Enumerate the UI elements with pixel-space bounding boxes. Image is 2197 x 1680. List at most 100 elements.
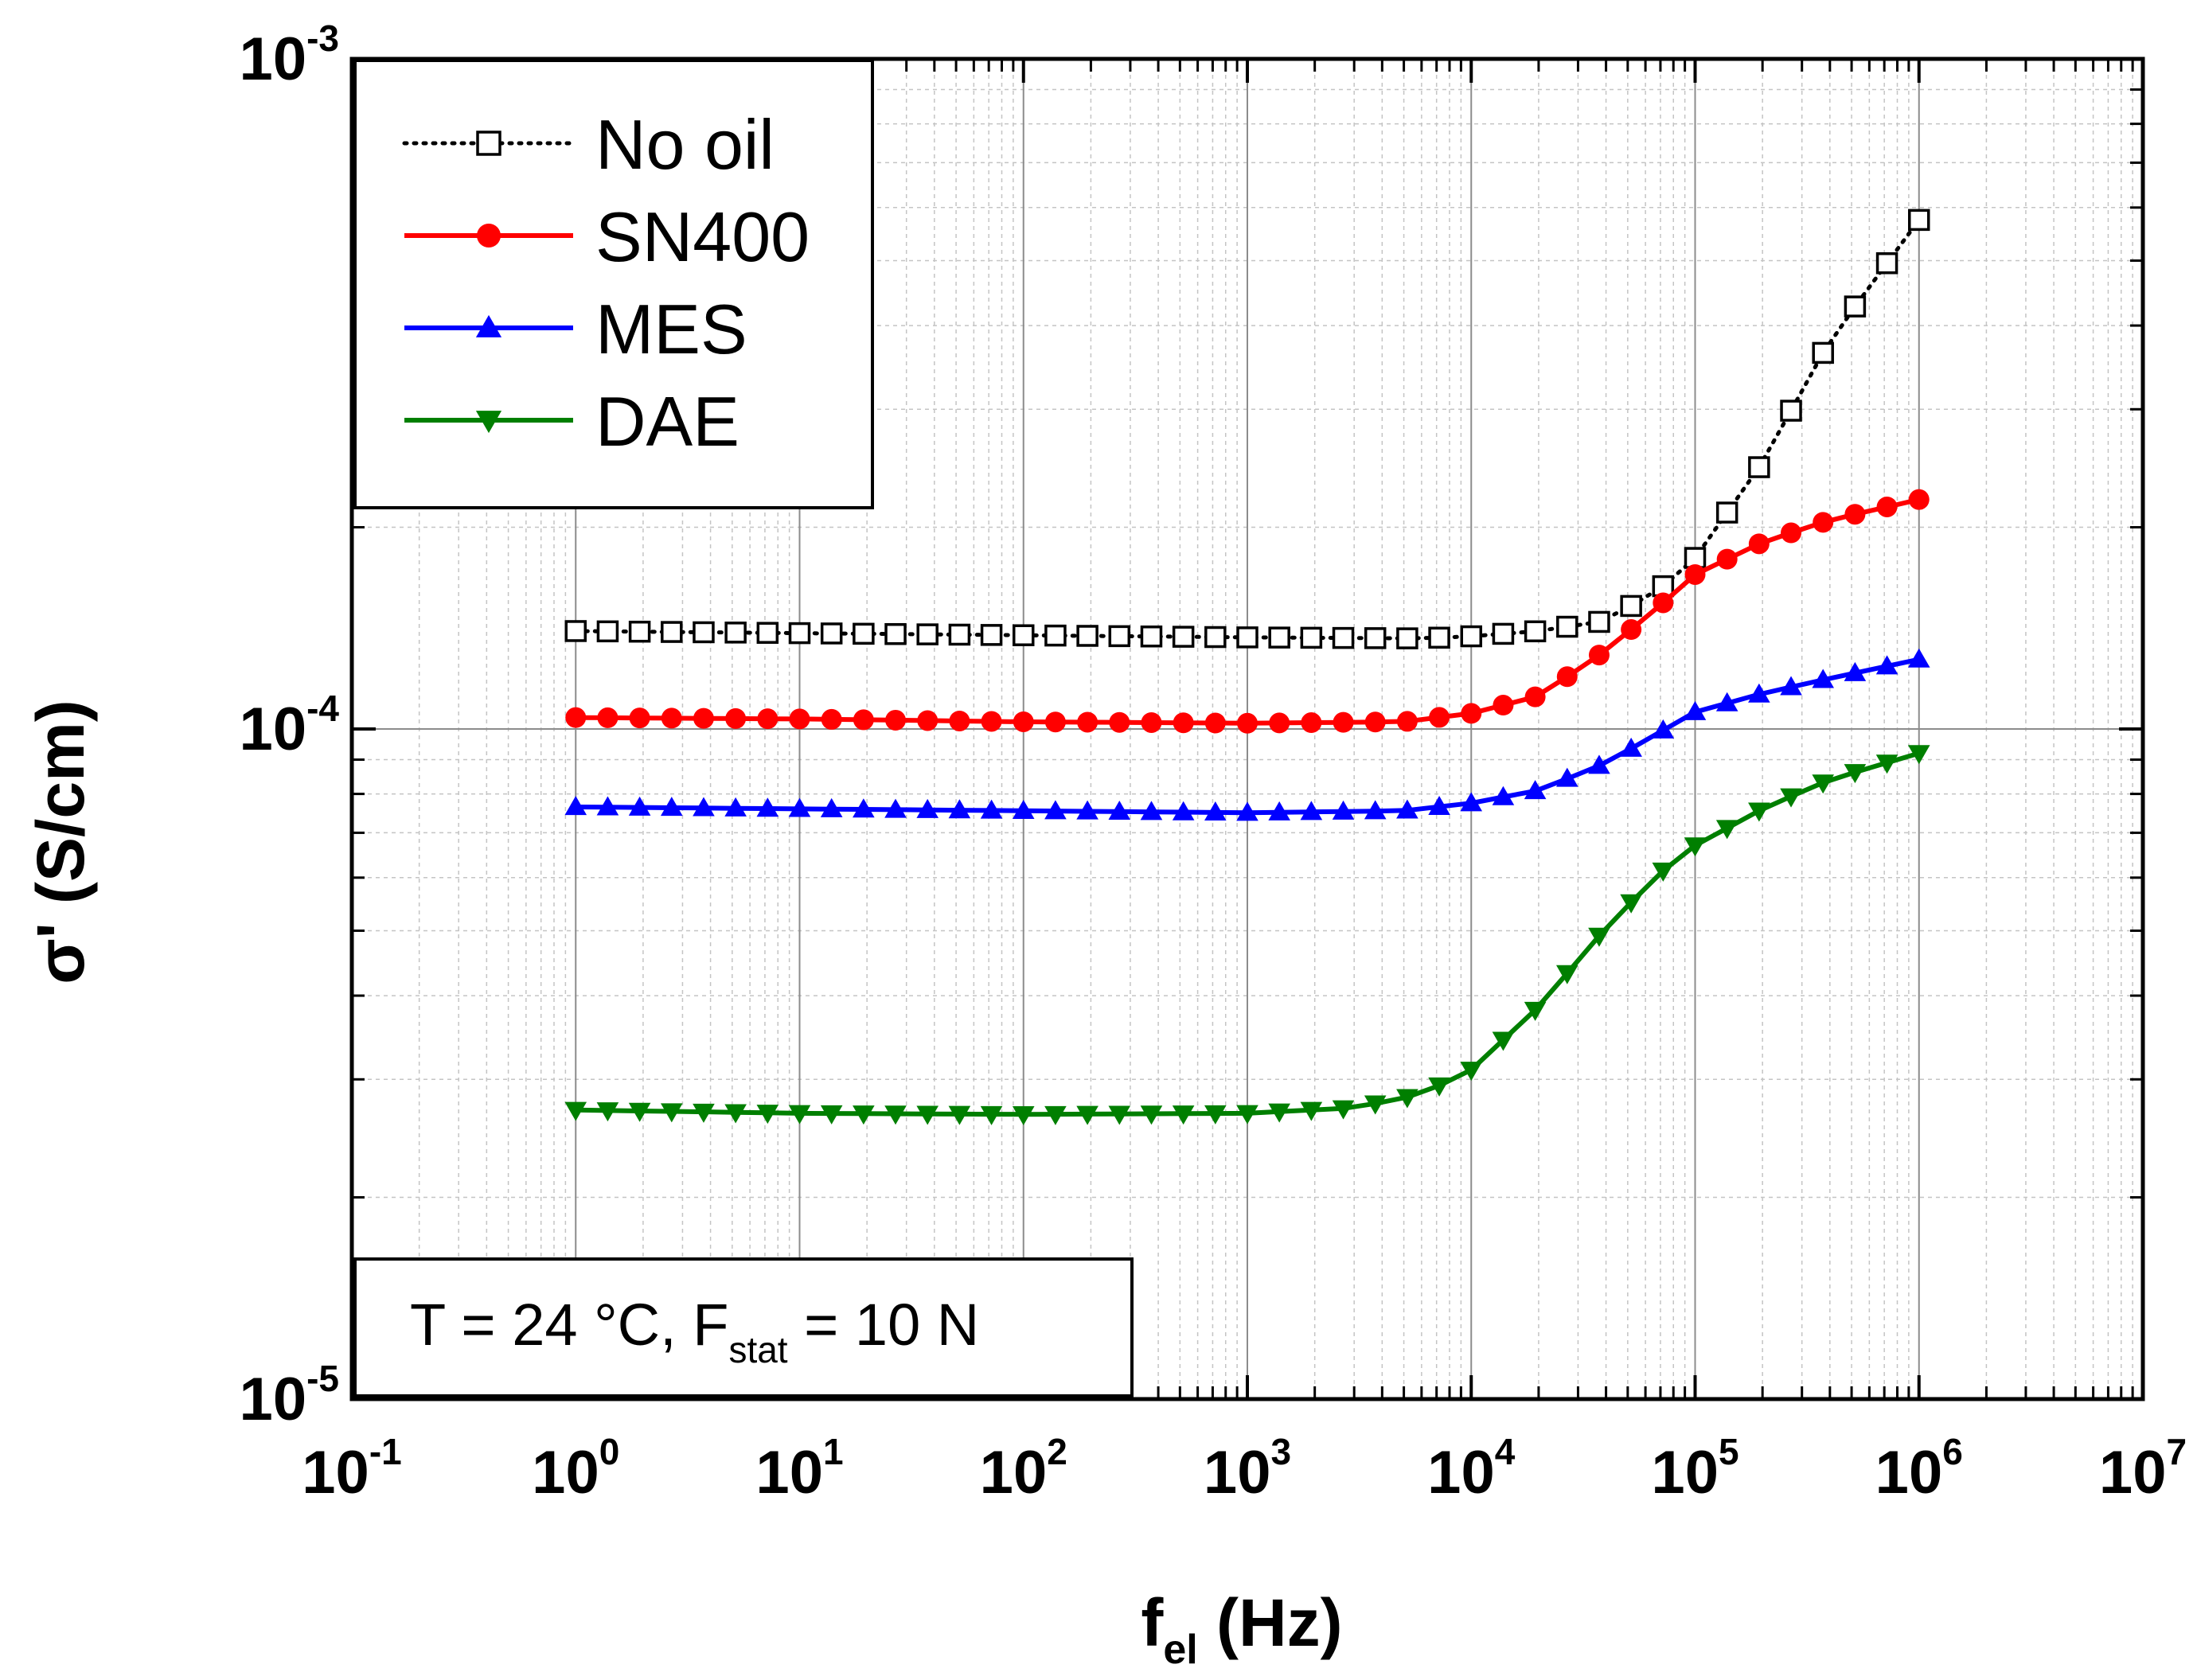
data-point-no-oil xyxy=(1332,626,1355,649)
x-tick-label: 101 xyxy=(755,1431,843,1507)
x-axis-title: fel (Hz) xyxy=(1141,1585,1342,1673)
legend-label-no-oil: No oil xyxy=(595,105,775,184)
x-tick-label: 100 xyxy=(532,1431,619,1507)
legend-marker-dae xyxy=(475,411,502,434)
data-point-mes xyxy=(1204,801,1227,821)
x-tick-exponent: 2 xyxy=(1047,1431,1067,1472)
data-point-dae xyxy=(628,1102,651,1122)
y-tick-label: 10-4 xyxy=(240,688,340,763)
data-point-mes xyxy=(884,798,907,818)
data-point-mes xyxy=(1140,801,1163,821)
data-point-no-oil xyxy=(1875,251,1898,275)
data-point-sn400 xyxy=(1621,619,1642,641)
data-point-dae xyxy=(1332,1100,1355,1120)
data-point-dae xyxy=(660,1103,683,1123)
data-point-sn400 xyxy=(565,707,587,728)
data-point-dae xyxy=(564,1101,587,1121)
series-sn400 xyxy=(565,489,1930,734)
data-point-dae xyxy=(1875,754,1898,774)
data-point-sn400 xyxy=(1748,533,1770,555)
data-point-sn400 xyxy=(1876,496,1898,517)
data-point-mes xyxy=(1684,700,1707,720)
data-point-dae xyxy=(1524,1001,1547,1021)
data-point-sn400 xyxy=(853,709,874,731)
data-point-no-oil xyxy=(1556,615,1578,638)
x-tick-exponent: 7 xyxy=(2166,1431,2187,1472)
data-point-mes xyxy=(948,799,971,819)
data-point-sn400 xyxy=(1364,711,1386,733)
data-point-sn400 xyxy=(1684,563,1706,585)
legend-item-mes: MES xyxy=(404,290,747,368)
data-point-sn400 xyxy=(1813,512,1834,533)
data-point-no-oil xyxy=(724,622,747,644)
data-point-sn400 xyxy=(1908,489,1930,510)
y-tick-labels: 10-510-410-3 xyxy=(240,18,340,1433)
data-point-no-oil xyxy=(1172,626,1195,648)
legend-marker-mes xyxy=(475,314,502,337)
data-point-no-oil xyxy=(1364,627,1387,649)
data-point-mes xyxy=(596,796,619,816)
data-point-mes xyxy=(788,797,811,817)
data-point-no-oil xyxy=(1140,625,1163,648)
data-point-sn400 xyxy=(1141,711,1162,733)
data-point-dae xyxy=(1812,774,1835,794)
data-point-sn400 xyxy=(597,707,619,728)
data-point-sn400 xyxy=(629,707,650,729)
x-tick-exponent: 1 xyxy=(823,1431,844,1472)
y-tick-label: 10-3 xyxy=(240,18,339,93)
data-point-mes xyxy=(1300,801,1323,821)
data-point-dae xyxy=(884,1105,907,1125)
data-point-dae xyxy=(596,1102,619,1122)
data-point-no-oil xyxy=(1236,626,1258,649)
data-point-dae xyxy=(1492,1031,1515,1051)
data-point-sn400 xyxy=(1429,707,1450,728)
x-tick-base: 10 xyxy=(980,1439,1048,1507)
data-point-no-oil xyxy=(884,622,907,645)
data-point-no-oil xyxy=(1715,501,1738,524)
legend-label-dae: DAE xyxy=(595,382,739,461)
x-tick-label: 107 xyxy=(2099,1431,2187,1507)
data-point-sn400 xyxy=(757,708,779,730)
data-point-mes xyxy=(724,797,747,817)
legend: No oil SN400 MES DAE xyxy=(353,59,874,509)
data-point-sn400 xyxy=(981,711,1002,732)
x-tick-base: 10 xyxy=(1204,1439,1271,1507)
data-point-no-oil xyxy=(1844,295,1867,318)
data-point-no-oil xyxy=(1300,626,1323,649)
data-point-dae xyxy=(853,1105,875,1125)
x-tick-label: 102 xyxy=(980,1431,1067,1507)
data-point-mes xyxy=(1620,737,1642,757)
data-point-dae xyxy=(820,1105,843,1125)
data-point-no-oil xyxy=(693,621,715,644)
data-point-mes xyxy=(1812,668,1835,688)
data-point-mes xyxy=(980,799,1003,819)
x-tick-exponent: -1 xyxy=(369,1431,402,1472)
data-point-no-oil xyxy=(853,622,875,645)
data-point-mes xyxy=(916,798,939,818)
data-point-dae xyxy=(1748,802,1770,822)
x-tick-exponent: 6 xyxy=(1942,1431,1963,1472)
condition-annotation: T = 24 °C, Fstat = 10 N xyxy=(353,1257,1134,1397)
data-point-no-oil xyxy=(1013,624,1035,646)
data-point-mes xyxy=(1715,692,1738,711)
data-point-mes xyxy=(693,797,715,817)
data-point-sn400 xyxy=(949,710,970,731)
data-point-dae xyxy=(756,1105,779,1125)
x-tick-label: 103 xyxy=(1204,1431,1291,1507)
data-point-mes xyxy=(1460,792,1483,812)
data-point-dae xyxy=(1300,1101,1323,1121)
data-point-mes xyxy=(564,796,587,816)
x-tick-exponent: 3 xyxy=(1270,1431,1291,1472)
series-mes xyxy=(564,648,1930,821)
data-point-dae xyxy=(1684,837,1707,857)
data-point-dae xyxy=(1268,1103,1290,1123)
data-point-sn400 xyxy=(1109,711,1130,733)
data-point-sn400 xyxy=(1396,711,1418,732)
data-point-mes xyxy=(1268,801,1290,821)
data-point-dae xyxy=(916,1105,939,1125)
data-point-no-oil xyxy=(948,623,971,646)
data-point-dae xyxy=(1012,1106,1035,1126)
data-point-no-oil xyxy=(1492,622,1515,645)
legend-item-no-oil: No oil xyxy=(402,105,775,184)
data-point-mes xyxy=(1428,795,1450,815)
